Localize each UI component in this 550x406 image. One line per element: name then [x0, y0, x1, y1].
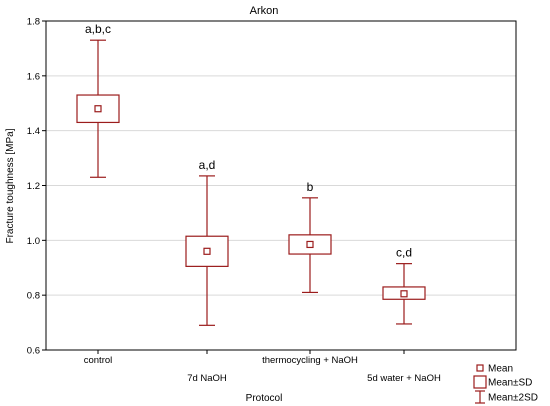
- x-tick-label: 7d NaOH: [187, 373, 227, 384]
- box-group: a,d: [185, 158, 229, 326]
- y-tick-label: 1.8: [27, 17, 40, 28]
- legend-mean-label: Mean: [488, 364, 513, 375]
- legend-mean-swatch: [476, 364, 484, 372]
- x-tick-label: 5d water + NaOH: [367, 373, 441, 384]
- y-tick-label: 0.6: [27, 346, 40, 357]
- significance-label: b: [307, 180, 314, 194]
- box-group: a,b,c: [76, 22, 120, 178]
- mean-marker: [306, 240, 314, 249]
- box-group: c,d: [382, 246, 426, 325]
- significance-label: c,d: [396, 246, 412, 260]
- legend: Mean Mean±SD Mean±2SD: [473, 364, 538, 404]
- plot-area: 0.6 0.8 1.0 1.2 1.4 1.6 1.8 control 7d NaOH therm…: [27, 17, 517, 384]
- y-tick-label: 1.4: [27, 126, 40, 137]
- legend-sd-swatch: [473, 375, 487, 389]
- box-group: b: [288, 180, 332, 294]
- y-tick-label: 1.2: [27, 181, 40, 192]
- chart-title: Arkon: [250, 5, 279, 17]
- y-axis-label: Fracture toughness [MPa]: [5, 128, 16, 243]
- significance-label: a,d: [199, 158, 216, 172]
- legend-sd-label: Mean±SD: [488, 378, 532, 389]
- y-tick-label: 1.6: [27, 71, 40, 82]
- plot-frame: [45, 20, 517, 351]
- significance-label: a,b,c: [85, 22, 111, 36]
- mean-marker: [400, 290, 408, 298]
- x-tick-label: thermocycling + NaOH: [262, 355, 358, 366]
- x-tick-label: control: [84, 355, 113, 366]
- y-tick-label: 0.8: [27, 291, 40, 302]
- x-axis-label: Protocol: [246, 393, 283, 404]
- legend-2sd-label: Mean±2SD: [488, 393, 538, 404]
- mean-marker: [94, 105, 102, 113]
- y-tick-label: 1.0: [27, 236, 40, 247]
- mean-marker: [203, 247, 211, 255]
